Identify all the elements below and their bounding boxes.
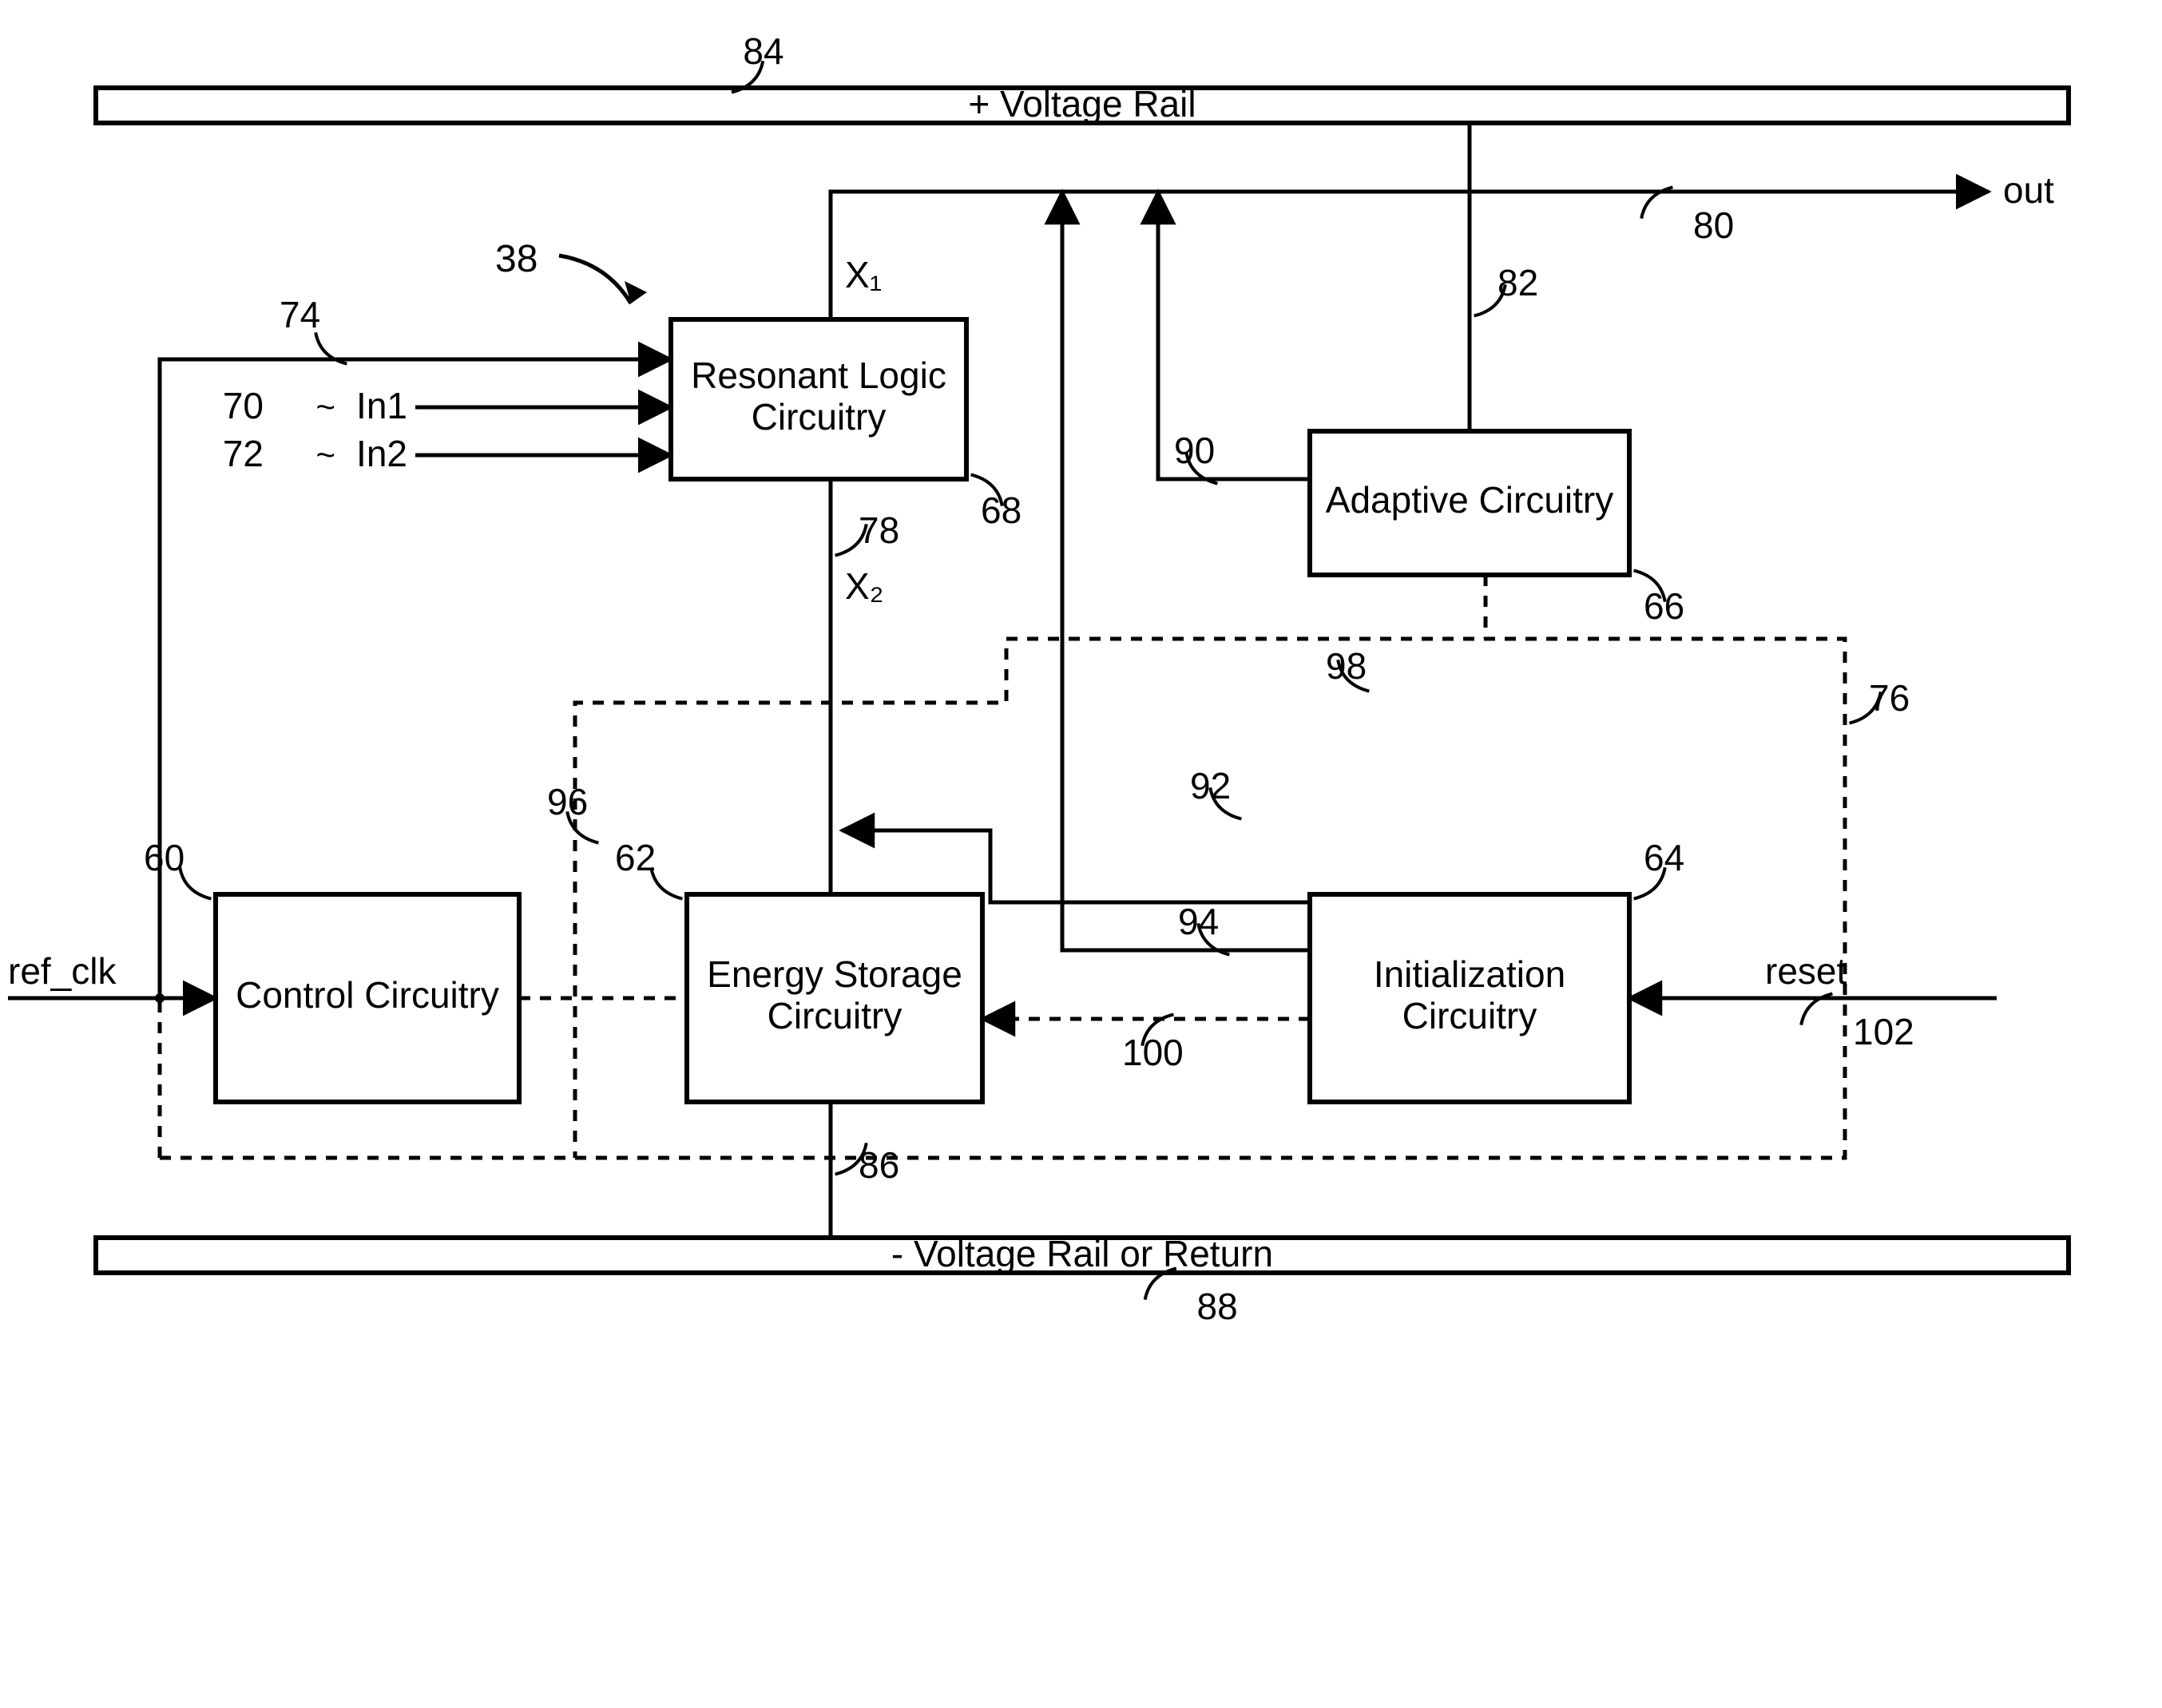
ref-78: 78: [859, 509, 899, 551]
ref-60: 60: [144, 837, 184, 878]
initialization-circuitry-block-label: InitializationCircuitry: [1374, 953, 1565, 1036]
ref-clk-label: ref_clk: [8, 950, 117, 992]
block-diagram: + Voltage Rail 84 - Voltage Rail or Return…: [0, 0, 2162, 1708]
label: ~: [315, 436, 335, 474]
ref-84: 84: [743, 30, 783, 72]
ref-82: 82: [1498, 262, 1538, 303]
node-x1: X₁: [845, 254, 882, 295]
ref-74: 74: [280, 294, 320, 335]
wire-init-to-x2: [842, 830, 1310, 902]
out-label: out: [2003, 169, 2054, 211]
wire-94-92: [1062, 192, 1310, 950]
out-wire: [831, 192, 1989, 319]
control-circuitry-block-label: Control Circuitry: [236, 974, 499, 1016]
ref-88: 88: [1197, 1286, 1238, 1327]
ref-92: 92: [1190, 765, 1231, 806]
label: ~: [315, 388, 335, 426]
ref-72: 72: [223, 433, 264, 474]
ref-100: 100: [1122, 1032, 1184, 1073]
ref-96: 96: [547, 781, 588, 822]
node-x2: X₂: [845, 565, 884, 607]
adaptive-circuitry-block-label: Adaptive Circuitry: [1326, 479, 1613, 521]
ref-70: 70: [223, 385, 264, 426]
ref-68: 68: [981, 489, 1021, 531]
ref-66: 66: [1644, 585, 1684, 627]
ref-90: 90: [1174, 430, 1215, 471]
reset-label: reset: [1765, 950, 1847, 992]
ref-38: 38: [495, 238, 538, 280]
in1-label: In1: [356, 385, 407, 426]
negative-rail-label: - Voltage Rail or Return: [891, 1233, 1273, 1274]
ref-102: 102: [1853, 1011, 1914, 1052]
ref-76: 76: [1869, 677, 1910, 719]
ref-94: 94: [1178, 901, 1219, 942]
ref-86: 86: [859, 1144, 899, 1186]
positive-rail-label: + Voltage Rail: [968, 83, 1196, 125]
in2-label: In2: [356, 433, 407, 474]
ref-38-leader: [559, 256, 631, 303]
ref-64: 64: [1644, 837, 1684, 878]
ref-98: 98: [1326, 645, 1367, 687]
ref-80: 80: [1693, 204, 1734, 246]
ref-62: 62: [615, 837, 656, 878]
